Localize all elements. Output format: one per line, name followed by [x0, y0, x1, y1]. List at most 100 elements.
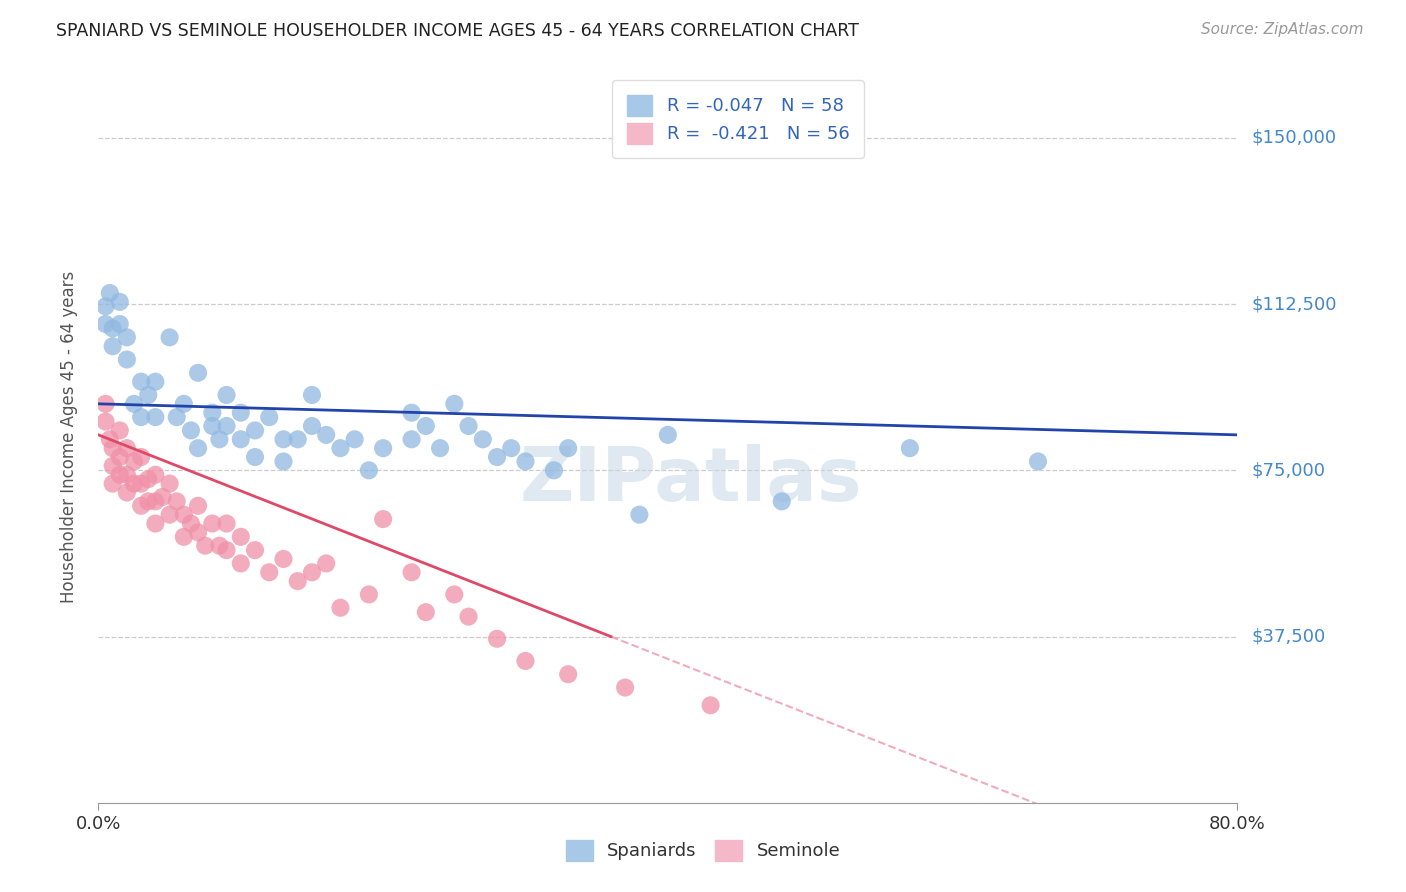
Point — [115, 352, 138, 367]
Point — [201, 406, 224, 420]
Point — [614, 681, 637, 695]
Point — [173, 530, 195, 544]
Point — [243, 424, 266, 438]
Point — [287, 574, 309, 589]
Point — [129, 476, 152, 491]
Point — [187, 366, 209, 380]
Point — [357, 587, 380, 601]
Y-axis label: Householder Income Ages 45 - 64 years: Householder Income Ages 45 - 64 years — [59, 271, 77, 603]
Point — [94, 397, 117, 411]
Point — [94, 299, 117, 313]
Point — [515, 454, 537, 468]
Point — [215, 419, 238, 434]
Point — [259, 410, 281, 425]
Point — [243, 543, 266, 558]
Legend: R = -0.047   N = 58, R =  -0.421   N = 56: R = -0.047 N = 58, R = -0.421 N = 56 — [613, 80, 863, 158]
Point — [173, 508, 195, 522]
Point — [166, 494, 188, 508]
Point — [201, 516, 224, 531]
Point — [115, 441, 138, 455]
Point — [101, 476, 124, 491]
Text: $37,500: $37,500 — [1251, 628, 1326, 646]
Point — [208, 539, 231, 553]
Point — [443, 587, 465, 601]
Point — [329, 600, 352, 615]
Point — [136, 494, 159, 508]
Point — [401, 566, 423, 580]
Point — [108, 467, 131, 482]
Point — [115, 485, 138, 500]
Point — [287, 432, 309, 446]
Text: $112,500: $112,500 — [1251, 295, 1337, 313]
Point — [501, 441, 523, 455]
Point — [108, 450, 131, 464]
Point — [373, 441, 395, 455]
Point — [122, 397, 145, 411]
Point — [101, 339, 124, 353]
Point — [273, 552, 295, 566]
Point — [215, 543, 238, 558]
Point — [101, 441, 124, 455]
Point — [173, 397, 195, 411]
Point — [301, 419, 323, 434]
Point — [301, 566, 323, 580]
Point — [122, 476, 145, 491]
Point — [201, 419, 224, 434]
Point — [657, 428, 679, 442]
Point — [180, 424, 202, 438]
Point — [145, 375, 167, 389]
Point — [457, 609, 479, 624]
Point — [515, 654, 537, 668]
Point — [180, 516, 202, 531]
Point — [101, 321, 124, 335]
Point — [243, 450, 266, 464]
Point — [301, 388, 323, 402]
Point — [145, 410, 167, 425]
Point — [557, 667, 579, 681]
Point — [136, 472, 159, 486]
Point — [543, 463, 565, 477]
Point — [401, 432, 423, 446]
Point — [159, 330, 181, 344]
Point — [471, 432, 494, 446]
Point — [229, 432, 252, 446]
Point — [108, 294, 131, 309]
Point — [129, 450, 152, 464]
Point — [486, 632, 509, 646]
Point — [187, 525, 209, 540]
Point — [194, 539, 217, 553]
Point — [208, 432, 231, 446]
Point — [98, 285, 121, 300]
Point — [136, 388, 159, 402]
Point — [94, 415, 117, 429]
Point — [145, 516, 167, 531]
Point — [229, 530, 252, 544]
Point — [152, 490, 174, 504]
Point — [315, 428, 337, 442]
Text: $75,000: $75,000 — [1251, 461, 1326, 479]
Point — [259, 566, 281, 580]
Point — [343, 432, 366, 446]
Point — [229, 406, 252, 420]
Point — [98, 432, 121, 446]
Point — [357, 463, 380, 477]
Point — [159, 508, 181, 522]
Point — [129, 375, 152, 389]
Text: Source: ZipAtlas.com: Source: ZipAtlas.com — [1201, 22, 1364, 37]
Point — [129, 410, 152, 425]
Point — [187, 441, 209, 455]
Point — [429, 441, 451, 455]
Point — [108, 424, 131, 438]
Point — [329, 441, 352, 455]
Point — [699, 698, 721, 713]
Point — [486, 450, 509, 464]
Point — [145, 467, 167, 482]
Point — [215, 516, 238, 531]
Point — [115, 330, 138, 344]
Point — [557, 441, 579, 455]
Point — [115, 467, 138, 482]
Point — [215, 388, 238, 402]
Point — [229, 557, 252, 571]
Point — [108, 317, 131, 331]
Text: ZIPatlas: ZIPatlas — [519, 444, 862, 517]
